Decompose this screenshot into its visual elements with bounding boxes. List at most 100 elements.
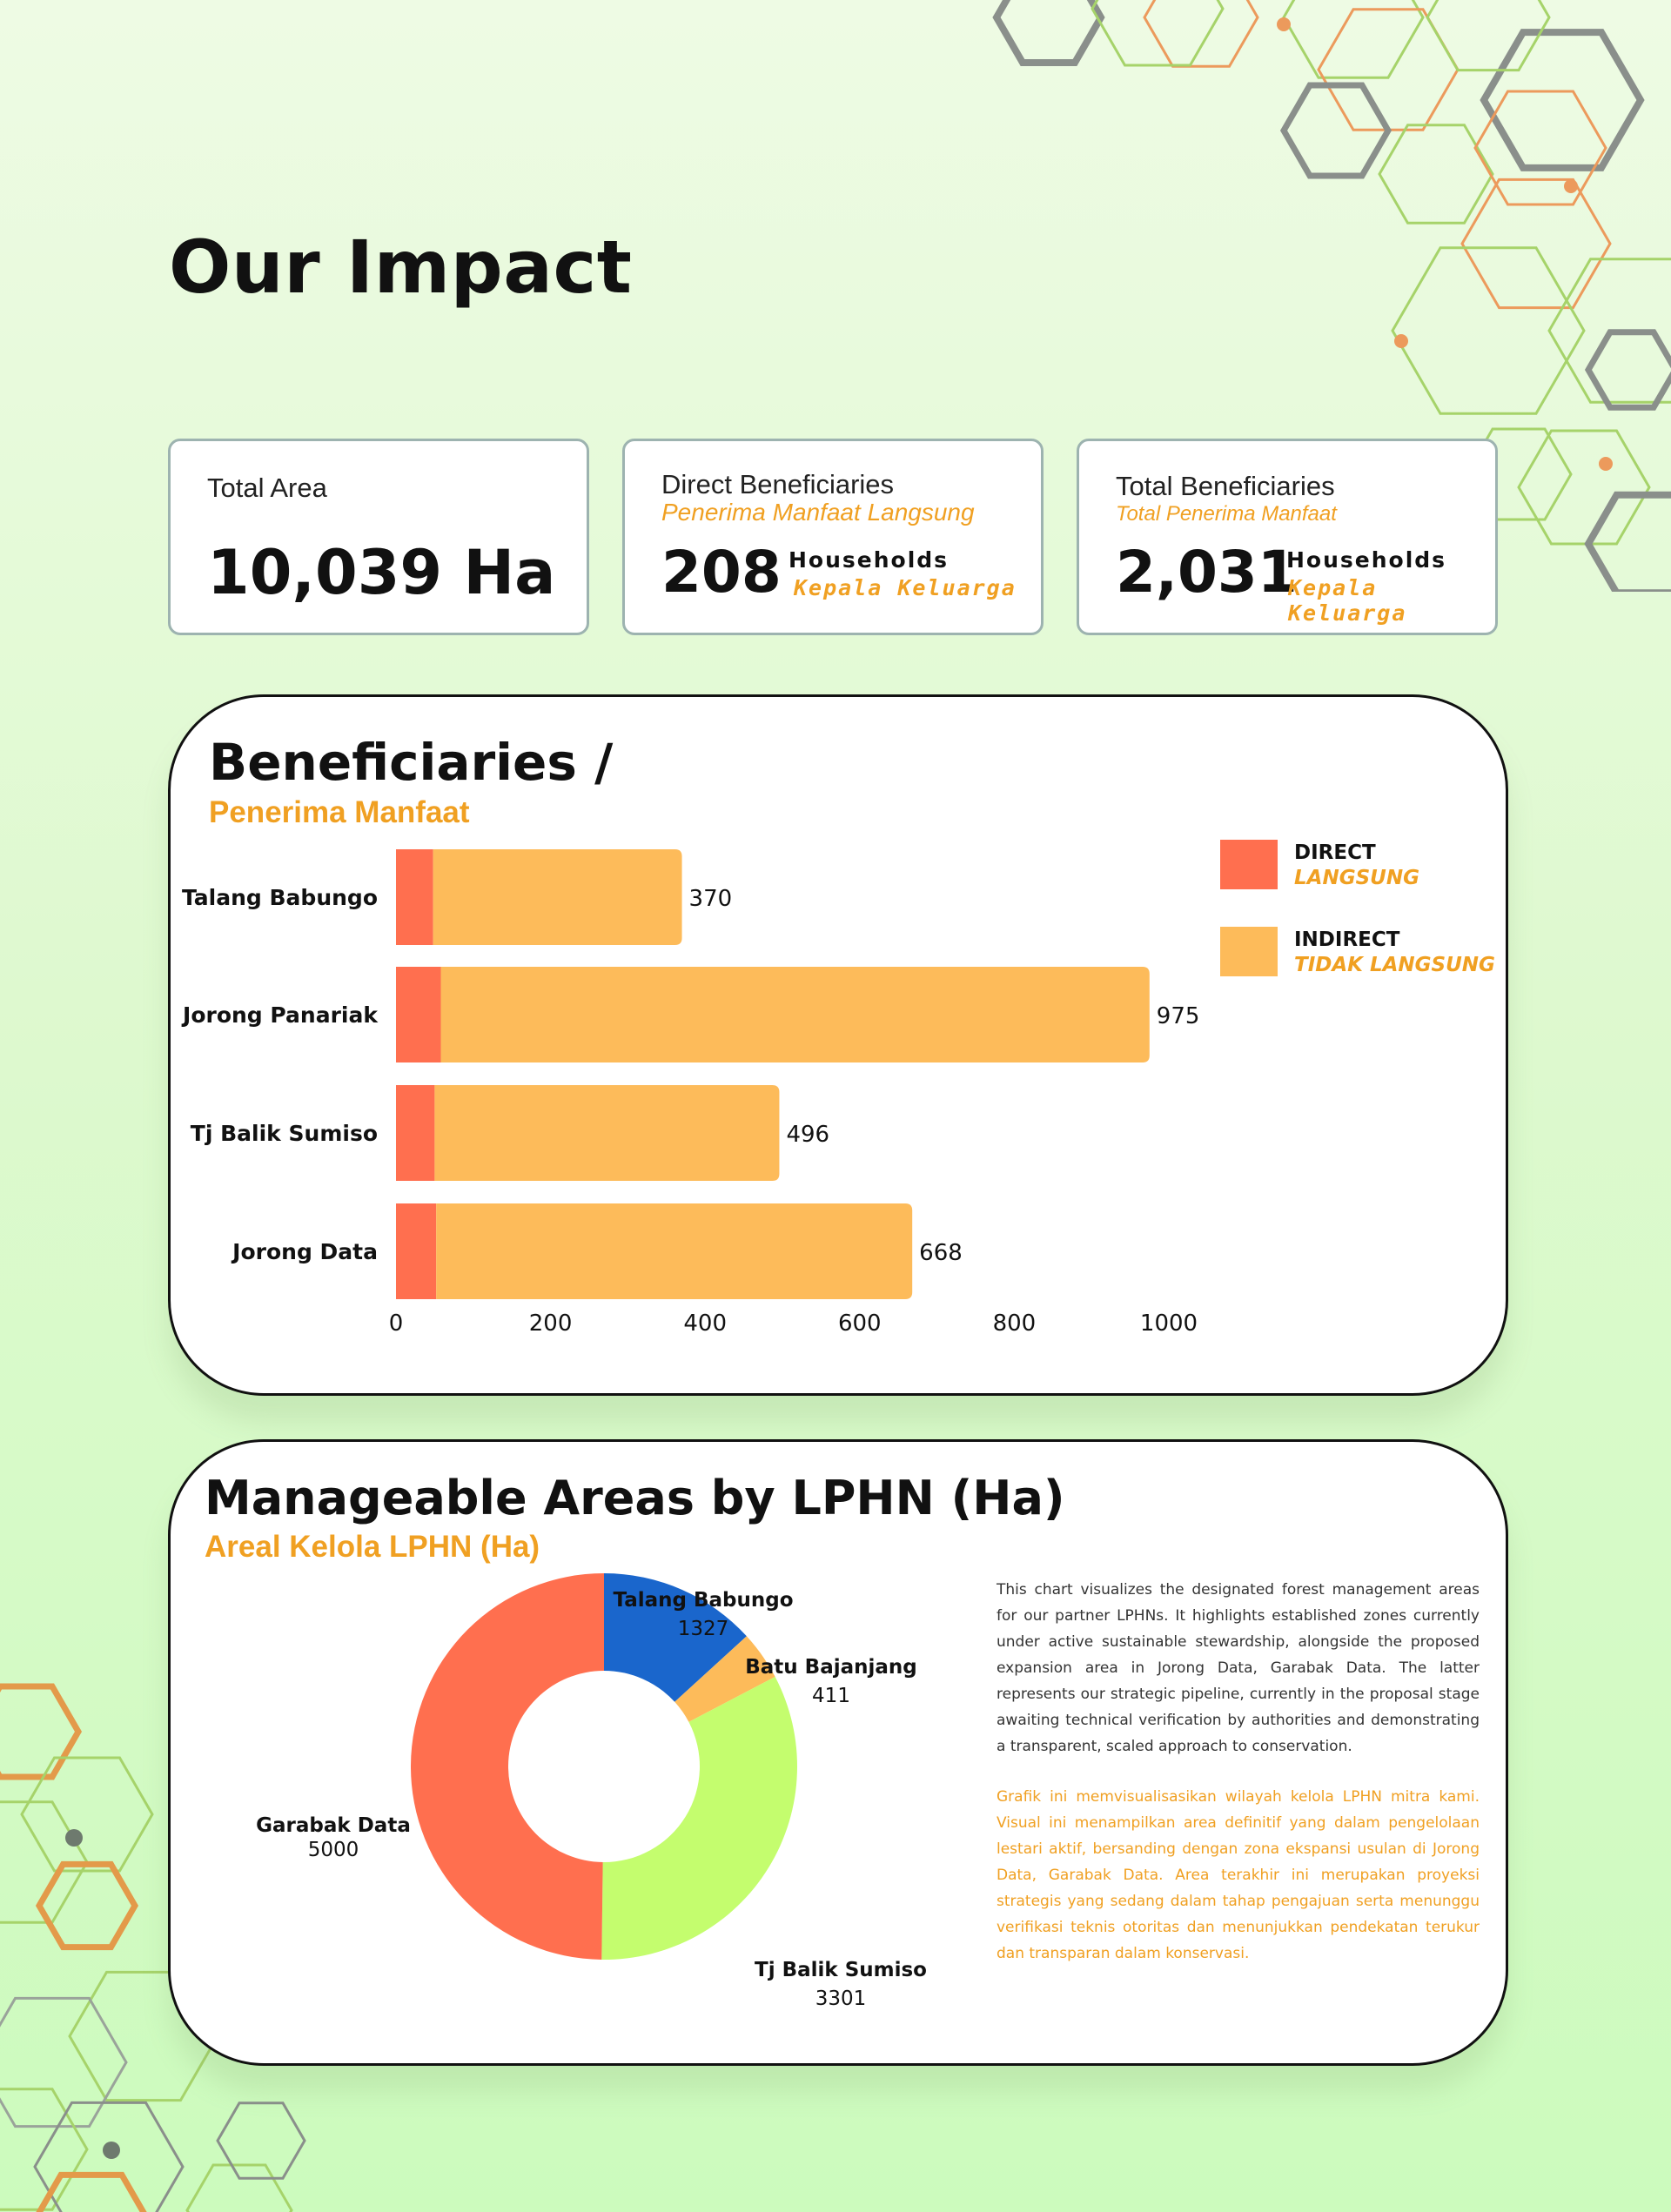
slice-label: Talang Babungo (613, 1589, 793, 1612)
bar-segment-direct (396, 1085, 435, 1181)
decor-dot (1394, 334, 1408, 348)
bar-value-label: 975 (1157, 1003, 1200, 1029)
hexagon-shape (1391, 246, 1586, 415)
x-tick-label: 0 (389, 1310, 404, 1337)
bar-category-label: Jorong Data (231, 1239, 378, 1264)
bar-category-label: Tj Balik Sumiso (191, 1121, 378, 1146)
beneficiaries-bar-chart: Talang Babungo 370 Jorong Panariak 975 Tj Ba… (181, 840, 1495, 1337)
hexagon-shape (1584, 329, 1671, 411)
bar-segment-indirect (440, 967, 1150, 1062)
hexagon-shape (1378, 124, 1494, 225)
bar-value-label: 668 (919, 1240, 963, 1266)
x-tick-label: 400 (683, 1310, 727, 1337)
slice-value: 1327 (678, 1618, 729, 1640)
hexagon-shape (0, 1683, 83, 1780)
bar-row: Talang Babungo 370 (182, 849, 732, 945)
slice-value: 3301 (815, 1987, 867, 2010)
hexagon-shape (20, 1756, 154, 1873)
slice-label: Tj Balik Sumiso (755, 1959, 927, 1981)
hexagon-shape (0, 2088, 89, 2211)
bar-segment-indirect (436, 1203, 913, 1299)
legend-sublabel: LANGSUNG (1294, 867, 1419, 889)
hexagon-pattern-bottom (0, 1683, 306, 2212)
hexagon-shape (1480, 29, 1645, 171)
x-tick-label: 600 (838, 1310, 882, 1337)
decor-dot (1564, 179, 1578, 193)
hexagon-shape (1426, 0, 1551, 72)
slice-label: Batu Bajanjang (745, 1656, 917, 1679)
hexagon-shape (36, 2171, 147, 2212)
hexagon-shape (1091, 0, 1225, 67)
hexagon-shape (1547, 258, 1671, 404)
hexagon-shape (1460, 178, 1612, 310)
legend-sublabel: TIDAK LANGSUNG (1294, 954, 1495, 976)
stat-card-total-area: Total Area 10,039 Ha (168, 439, 589, 635)
decor-dot (103, 2142, 120, 2159)
hexagon-shape (1473, 90, 1607, 206)
bar-segment-direct (396, 967, 441, 1062)
bar-category-label: Talang Babungo (182, 885, 378, 910)
donut-slice (410, 1573, 604, 1960)
slice-value: 5000 (308, 1839, 359, 1861)
hexagon-shape (35, 1860, 139, 1951)
stat-unit-sublabel: Kepala Keluarga (1288, 575, 1407, 626)
stat-value: 208 (661, 539, 782, 606)
legend-swatch-direct (1220, 840, 1278, 889)
stat-sublabel: Total Penerima Manfaat (1116, 502, 1337, 526)
decor-dot (1277, 17, 1291, 31)
hexagon-shape (33, 2101, 185, 2212)
hexagon-shape (0, 1996, 128, 2128)
legend-swatch-indirect (1220, 927, 1278, 976)
hexagon-shape (1143, 0, 1259, 68)
beneficiaries-subtitle: Penerima Manfaat (209, 795, 470, 829)
areas-subtitle: Areal Kelola LPHN (Ha) (205, 1530, 540, 1564)
areas-panel (168, 1439, 1508, 2066)
donut-slice (674, 1636, 775, 1722)
stat-unit: Households (789, 547, 950, 573)
bar-row: Jorong Panariak 975 (181, 967, 1199, 1062)
bar-value-label: 370 (689, 886, 733, 912)
legend-label: INDIRECT (1294, 928, 1400, 951)
bar-segment-direct (396, 1203, 437, 1299)
stat-value: 10,039 Ha (207, 537, 556, 608)
bar-row: Tj Balik Sumiso 496 (191, 1085, 829, 1181)
areas-description-id: Grafik ini memvisualisasikan wilayah kel… (997, 1788, 1480, 1962)
bar-row: Jorong Data 668 (231, 1203, 963, 1299)
hexagon-shape (992, 0, 1105, 66)
slice-label: Garabak Data (256, 1814, 411, 1837)
legend-label: DIRECT (1294, 841, 1376, 864)
slice-value: 411 (812, 1685, 850, 1707)
bar-value-label: 496 (786, 1122, 829, 1148)
hexagon-shape (1517, 429, 1651, 546)
stat-card-total-beneficiaries: Total Beneficiaries Total Penerima Manfa… (1077, 439, 1498, 635)
hexagon-shape (1279, 82, 1392, 179)
x-tick-label: 800 (993, 1310, 1037, 1337)
areas-title: Manageable Areas by LPHN (Ha) (205, 1471, 1065, 1525)
hexagon-shape (1584, 491, 1671, 592)
stat-label: Direct Beneficiaries (661, 469, 895, 499)
stat-value: 2,031 (1116, 539, 1298, 606)
stat-unit-sublabel: Kepala Keluarga (794, 575, 1017, 600)
areas-description-en: This chart visualizes the designated for… (997, 1581, 1480, 1755)
stat-label: Total Area (207, 473, 327, 503)
donut-slice (601, 1676, 797, 1960)
decor-dot (65, 1829, 83, 1847)
beneficiaries-title: Beneficiaries / (209, 733, 614, 792)
x-tick-label: 200 (529, 1310, 573, 1337)
page-title: Our Impact (169, 225, 633, 310)
hexagon-shape (1317, 8, 1460, 131)
hexagon-pattern-top (992, 0, 1671, 592)
donut-slice (604, 1573, 747, 1702)
stat-card-direct-beneficiaries: Direct Beneficiaries Penerima Manfaat La… (622, 439, 1044, 635)
stat-unit: Households (1286, 547, 1447, 573)
bar-segment-direct (396, 849, 433, 945)
areas-donut-chart: Talang Babungo 1327 Batu Bajanjang 411 Tj Ba… (256, 1573, 927, 2010)
stat-label: Total Beneficiaries (1116, 471, 1335, 501)
bar-segment-indirect (434, 1085, 780, 1181)
decor-dot (1599, 457, 1613, 471)
x-tick-label: 1000 (1140, 1310, 1198, 1337)
hexagon-shape (216, 2101, 306, 2180)
hexagon-shape (185, 2163, 293, 2212)
bar-segment-indirect (433, 849, 682, 945)
stat-sublabel: Penerima Manfaat Langsung (661, 499, 975, 526)
